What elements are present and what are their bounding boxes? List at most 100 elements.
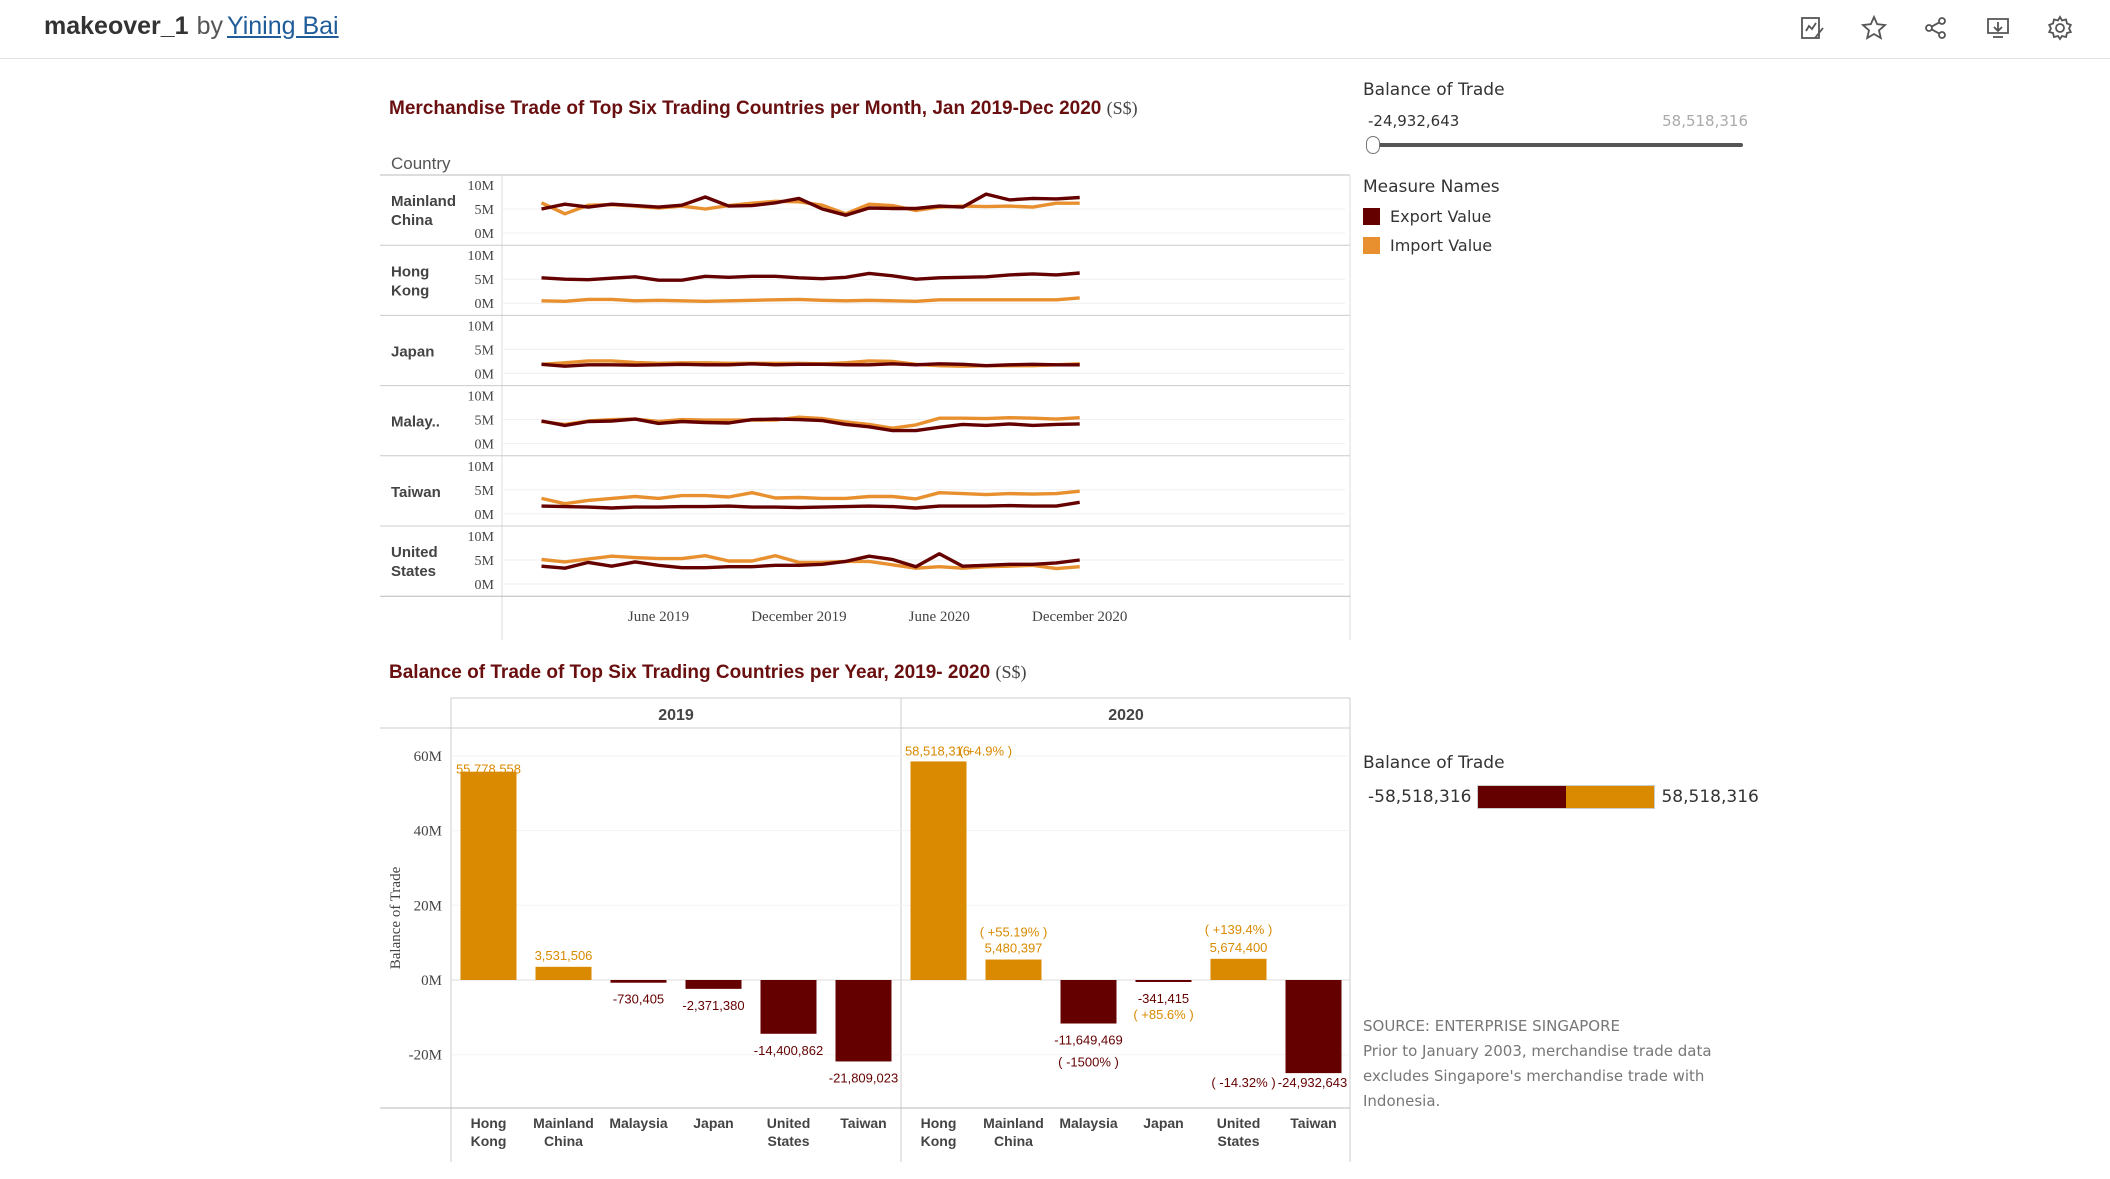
author-link[interactable]: Yining Bai [226, 12, 339, 40]
series-line-taiwan-export [541, 500, 1080, 510]
toolbar-actions [1796, 12, 2076, 44]
x-tick-0: June 2019 [628, 609, 689, 625]
bar-y-tick-1: 40M [414, 824, 442, 840]
workbook-title-area: makeover_1 by Yining Bai [44, 12, 339, 41]
series-line-united-states-export [541, 552, 1080, 570]
bar-chart: 2019 2020 60M 40M 20M 0M -20M Balance of Trade 5… [380, 697, 1351, 1162]
bar-y-tick-2: 20M [414, 898, 442, 914]
category-label-0-2: Malaysia [609, 1115, 668, 1131]
series-line-japan-export [541, 362, 1080, 368]
y-tick-row2-0: 10M [468, 319, 495, 334]
gradient-negative [1478, 786, 1567, 808]
y-tick-row2-2: 0M [475, 367, 495, 382]
category-label-0-5: Taiwan [840, 1115, 886, 1131]
bar-value-label-2020-5: -24,932,643 [1278, 1075, 1347, 1090]
measure-legend: Measure Names Export Value Import Value [1363, 177, 1663, 255]
row-label-3: Malay.. [391, 414, 440, 431]
filter-title: Balance of Trade [1363, 80, 1505, 100]
y-tick-row4-2: 0M [475, 508, 495, 523]
series-line-hong-kong-import [541, 296, 1080, 304]
bar-2020-mainland-china [985, 959, 1042, 980]
line-chart: Country Mainland China 10M 5M 0M Hong Kong 10M 5M… [380, 154, 1351, 640]
legend-item-export[interactable]: Export Value [1363, 207, 1663, 226]
bar-y-tick-0: 60M [414, 749, 442, 765]
bar-2020-united-states [1210, 958, 1267, 980]
top-toolbar: makeover_1 by Yining Bai [0, 0, 2110, 59]
category-label-1-1-line1: Mainland [983, 1115, 1044, 1131]
row-label-2: Japan [391, 344, 434, 361]
row-label-5-line1: United [391, 544, 438, 561]
row-label-0-line1: Mainland [391, 193, 456, 210]
bar-value-label-2020-2: -11,649,469 [1054, 1033, 1122, 1048]
workbook-title: makeover_1 [44, 12, 189, 40]
star-icon[interactable] [1858, 12, 1890, 44]
category-label-0-1-line2: China [544, 1133, 583, 1149]
category-label-1-3: Japan [1143, 1115, 1183, 1131]
bar-y-axis-label: Balance of Trade [388, 866, 404, 969]
import-swatch [1363, 237, 1380, 254]
category-label-0-3: Japan [693, 1115, 733, 1131]
x-tick-1: December 2019 [751, 609, 846, 625]
y-tick-row5-2: 0M [475, 578, 495, 593]
y-tick-row0-1: 5M [475, 203, 495, 218]
bar-change-label-5: ( -14.32% ) [1211, 1075, 1275, 1090]
gradient-positive [1566, 786, 1655, 808]
y-tick-row0-2: 0M [475, 227, 495, 242]
legend-import-label: Import Value [1390, 236, 1493, 255]
y-tick-row4-0: 10M [468, 460, 495, 475]
y-tick-row3-2: 0M [475, 438, 495, 453]
row-label-1-line2: Kong [391, 282, 429, 299]
slider-min-value: -24,932,643 [1368, 112, 1460, 130]
bar-2020-hong-kong [910, 761, 967, 980]
bar-y-tick-4: -20M [409, 1048, 442, 1064]
bar-value-label-2020-0: 58,518,316 [905, 743, 970, 758]
bar-change-label-3: ( +85.6% ) [1133, 1007, 1193, 1022]
y-tick-row5-0: 10M [468, 530, 495, 545]
bar-2019-hong-kong [460, 771, 517, 980]
bar-panel-header-2019: 2019 [658, 707, 694, 724]
legend-export-label: Export Value [1390, 207, 1492, 226]
bar-2019-taiwan [835, 980, 892, 1062]
x-tick-3: December 2020 [1032, 609, 1127, 625]
line-chart-title-text: Merchandise Trade of Top Six Trading Cou… [389, 98, 1102, 119]
bar-panel-header-2020: 2020 [1108, 707, 1144, 724]
share-icon[interactable] [1920, 12, 1952, 44]
download-icon[interactable] [1982, 12, 2014, 44]
category-label-0-0-line1: Hong [471, 1115, 507, 1131]
row-header-country: Country [391, 154, 451, 173]
bar-value-label-2019-3: -2,371,380 [682, 998, 744, 1013]
row-label-4: Taiwan [391, 484, 441, 501]
y-tick-row0-0: 10M [468, 179, 495, 194]
export-swatch [1363, 208, 1380, 225]
y-tick-row1-0: 10M [468, 249, 495, 264]
series-line-united-states-import [541, 554, 1080, 571]
bar-value-label-2019-5: -21,809,023 [829, 1070, 898, 1085]
bar-value-label-2019-2: -730,405 [613, 992, 664, 1007]
settings-icon[interactable] [2044, 12, 2076, 44]
category-label-1-4-line1: United [1217, 1115, 1261, 1131]
slider-handle[interactable] [1366, 136, 1380, 154]
row-label-0-line2: China [391, 212, 433, 229]
x-tick-2: June 2020 [909, 609, 970, 625]
bar-value-label-2019-0: 55,778,558 [456, 762, 521, 777]
legend-item-import[interactable]: Import Value [1363, 236, 1663, 255]
edit-icon[interactable] [1796, 12, 1828, 44]
y-tick-row5-1: 5M [475, 554, 495, 569]
bar-chart-title: Balance of Trade of Top Six Trading Coun… [389, 662, 1026, 684]
category-label-0-1-line1: Mainland [533, 1115, 594, 1131]
category-label-1-0-line2: Kong [921, 1133, 957, 1149]
bar-value-label-2020-1: 5,480,397 [985, 941, 1043, 956]
bar-2020-malaysia [1060, 980, 1117, 1024]
slider-max-value: 58,518,316 [1662, 112, 1748, 130]
category-label-1-4-line2: States [1217, 1133, 1259, 1149]
bar-change-label-2: ( -1500% ) [1058, 1055, 1119, 1070]
line-chart-title: Merchandise Trade of Top Six Trading Cou… [389, 98, 1138, 120]
category-label-0-4-line2: States [767, 1133, 809, 1149]
color-legend: Balance of Trade -58,518,316 58,518,316 [1363, 753, 1783, 823]
category-label-1-1-line2: China [994, 1133, 1033, 1149]
category-label-0-4-line1: United [767, 1115, 811, 1131]
bar-2020-japan [1135, 980, 1192, 982]
category-label-1-2: Malaysia [1059, 1115, 1118, 1131]
bar-value-label-2020-3: -341,415 [1138, 991, 1189, 1006]
slider-track[interactable] [1373, 143, 1743, 147]
